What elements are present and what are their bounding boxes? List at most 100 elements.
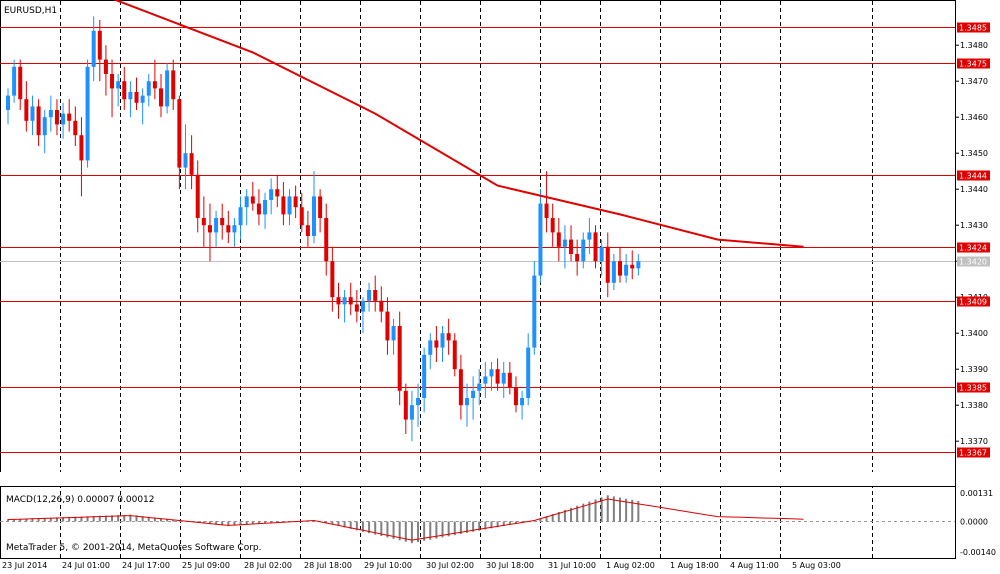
chart-title: EURUSD,H1	[4, 6, 57, 16]
candle-body	[287, 196, 292, 215]
copyright-text: MetaTrader 5, © 2001-2014, MetaQuotes So…	[6, 543, 262, 553]
candle-body	[587, 232, 592, 240]
candle-body	[6, 95, 10, 110]
candle-body	[513, 387, 518, 406]
candle-body	[452, 340, 457, 370]
price-axis: 1.3480 1.3470 1.3460 1.3450 1.3440 1.3430 1.34…	[955, 22, 990, 458]
level-tag	[957, 170, 990, 181]
candle-body	[189, 153, 194, 175]
candle-body	[422, 354, 427, 398]
current-price-tag	[957, 256, 990, 267]
candle-body	[195, 174, 200, 218]
candle-body	[409, 405, 414, 420]
candle-body	[85, 66, 90, 161]
candle-body	[226, 225, 231, 233]
price-tick-label: 1.3380	[960, 401, 988, 410]
candle-body	[97, 30, 102, 60]
candle-body	[471, 390, 476, 398]
price-tick-label: 1.3440	[960, 185, 988, 194]
grid-layer	[0, 0, 956, 559]
time-tick-label: 23 Jul 2014	[2, 561, 47, 570]
candle-body	[263, 200, 268, 215]
level-tag	[957, 242, 990, 253]
candle-body	[214, 218, 219, 233]
candle-body	[24, 99, 29, 121]
candle-body	[122, 81, 127, 100]
candle-body	[440, 333, 445, 348]
candle-body	[103, 59, 108, 74]
candlestick-series	[6, 16, 641, 442]
candle-body	[605, 246, 610, 283]
current-price-label: 1.3420	[959, 258, 987, 267]
candle-body	[140, 95, 145, 103]
candle-body	[379, 300, 384, 312]
candle-body	[250, 196, 255, 204]
candle-body	[54, 110, 59, 125]
candle-body	[538, 203, 543, 276]
marker-strip-bg	[0, 472, 955, 486]
candle-body	[256, 203, 261, 215]
candle-body	[183, 153, 188, 168]
candle-body	[36, 106, 41, 136]
moving-average	[112, 0, 804, 248]
trade-markers-strip	[0, 472, 955, 486]
candle-body	[385, 311, 390, 341]
candle-body	[550, 218, 555, 233]
price-tick-label: 1.3370	[960, 437, 988, 446]
candle-body	[465, 398, 469, 406]
level-tag	[957, 22, 990, 33]
time-tick-label: 24 Jul 01:00	[62, 561, 110, 570]
candle-body	[220, 218, 225, 226]
candle-body	[61, 113, 66, 125]
level-tag	[957, 296, 990, 307]
candle-body	[165, 70, 170, 107]
candle-body	[428, 340, 433, 355]
price-tick-label: 1.3460	[960, 113, 988, 122]
candle-body	[152, 81, 157, 89]
ma-line	[112, 0, 804, 248]
candle-body	[489, 369, 494, 377]
macd-tick-label: -0.00140	[960, 548, 996, 557]
candle-body	[618, 261, 622, 276]
candle-body	[159, 88, 163, 107]
time-tick-label: 5 Aug 03:00	[792, 561, 841, 570]
candle-body	[360, 300, 365, 312]
candle-body	[556, 232, 561, 247]
candle-body	[501, 372, 506, 384]
candle-body	[373, 290, 378, 301]
price-tick-label: 1.3400	[960, 329, 988, 338]
candle-body	[244, 196, 249, 208]
candle-body	[146, 81, 151, 96]
candle-body	[299, 207, 304, 226]
macd-tick-label: 0.0000	[960, 518, 988, 527]
level-tag-label: 1.3475	[959, 60, 987, 69]
time-tick-label: 25 Jul 09:00	[182, 561, 230, 570]
candle-body	[73, 120, 78, 136]
candle-body	[446, 333, 451, 341]
candle-body	[348, 297, 353, 305]
macd-tick-label: 0.00131	[960, 489, 993, 498]
time-tick-label: 1 Aug 18:00	[670, 561, 719, 570]
time-tick-label: 31 Jul 10:00	[548, 561, 596, 570]
candle-body	[207, 225, 212, 233]
candle-body	[171, 70, 176, 100]
candle-body	[483, 376, 488, 384]
time-tick-label: 29 Jul 10:00	[364, 561, 412, 570]
candle-body	[397, 326, 402, 391]
candle-body	[238, 207, 243, 226]
candle-body	[201, 218, 206, 226]
candle-body	[91, 30, 96, 67]
candle-body	[305, 225, 310, 236]
candle-body	[30, 106, 35, 121]
time-tick-label: 30 Jul 18:00	[486, 561, 534, 570]
level-tag-label: 1.3367	[959, 449, 987, 458]
candle-body	[110, 74, 115, 89]
candle-body	[562, 239, 567, 247]
candle-body	[624, 264, 629, 276]
level-tag	[957, 382, 990, 393]
candle-body	[581, 239, 586, 262]
candle-body	[367, 290, 372, 301]
candle-body	[391, 326, 396, 341]
time-tick-label: 1 Aug 02:00	[606, 561, 655, 570]
